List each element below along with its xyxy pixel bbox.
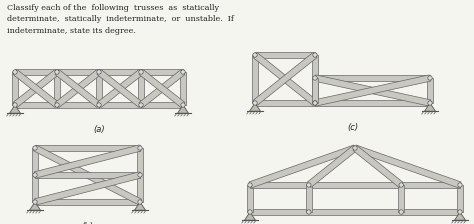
Polygon shape	[425, 103, 436, 111]
Polygon shape	[306, 185, 312, 212]
Circle shape	[428, 101, 432, 105]
Polygon shape	[55, 69, 101, 108]
Circle shape	[313, 53, 317, 57]
Circle shape	[307, 210, 311, 214]
Circle shape	[248, 183, 252, 187]
Polygon shape	[99, 102, 141, 108]
Polygon shape	[97, 69, 143, 108]
Polygon shape	[252, 55, 258, 103]
Circle shape	[33, 200, 37, 204]
Polygon shape	[180, 72, 186, 105]
Circle shape	[253, 53, 257, 57]
Circle shape	[313, 76, 317, 80]
Polygon shape	[455, 212, 465, 220]
Polygon shape	[29, 202, 40, 210]
Polygon shape	[135, 202, 146, 210]
Circle shape	[139, 70, 143, 74]
Polygon shape	[312, 78, 318, 103]
Polygon shape	[353, 146, 403, 187]
Polygon shape	[34, 145, 141, 178]
Polygon shape	[457, 185, 463, 212]
Polygon shape	[13, 69, 59, 108]
Circle shape	[33, 173, 37, 177]
Polygon shape	[247, 185, 253, 212]
Circle shape	[97, 70, 101, 74]
Circle shape	[307, 183, 311, 187]
Polygon shape	[249, 145, 356, 188]
Polygon shape	[307, 146, 357, 187]
Polygon shape	[54, 72, 60, 105]
Circle shape	[458, 210, 462, 214]
Circle shape	[55, 103, 59, 107]
Circle shape	[353, 146, 357, 150]
Polygon shape	[249, 103, 261, 111]
Circle shape	[13, 70, 17, 74]
Polygon shape	[99, 69, 141, 75]
Polygon shape	[57, 102, 99, 108]
Polygon shape	[55, 69, 101, 108]
Polygon shape	[15, 69, 57, 75]
Circle shape	[399, 183, 403, 187]
Text: (b): (b)	[82, 222, 93, 224]
Circle shape	[313, 101, 317, 105]
Circle shape	[97, 103, 101, 107]
Circle shape	[55, 70, 59, 74]
Polygon shape	[139, 69, 185, 108]
Polygon shape	[314, 75, 431, 106]
Circle shape	[13, 103, 17, 107]
Circle shape	[138, 173, 142, 177]
Polygon shape	[312, 55, 318, 103]
Circle shape	[313, 101, 317, 105]
Polygon shape	[35, 145, 140, 151]
Circle shape	[248, 210, 252, 214]
Circle shape	[399, 210, 403, 214]
Polygon shape	[34, 145, 141, 205]
Polygon shape	[12, 72, 18, 105]
Polygon shape	[315, 100, 430, 106]
Circle shape	[139, 103, 143, 107]
Polygon shape	[398, 185, 404, 212]
Polygon shape	[96, 72, 102, 105]
Polygon shape	[137, 148, 143, 202]
Polygon shape	[35, 172, 140, 178]
Polygon shape	[34, 172, 141, 205]
Polygon shape	[255, 52, 315, 58]
Circle shape	[33, 146, 37, 150]
Circle shape	[181, 70, 185, 74]
Polygon shape	[253, 52, 317, 106]
Polygon shape	[250, 209, 460, 215]
Polygon shape	[15, 102, 57, 108]
Polygon shape	[139, 69, 185, 108]
Polygon shape	[253, 52, 317, 106]
Circle shape	[138, 146, 142, 150]
Polygon shape	[255, 100, 315, 106]
Text: (a): (a)	[93, 125, 105, 134]
Circle shape	[181, 103, 185, 107]
Polygon shape	[97, 69, 143, 108]
Polygon shape	[141, 69, 183, 75]
Polygon shape	[427, 78, 433, 103]
Polygon shape	[32, 148, 38, 202]
Circle shape	[458, 183, 462, 187]
Polygon shape	[35, 199, 140, 205]
Circle shape	[253, 101, 257, 105]
Text: Classify each of the  following  trusses  as  statically
determinate,  staticall: Classify each of the following trusses a…	[7, 4, 234, 34]
Polygon shape	[250, 182, 460, 188]
Polygon shape	[177, 105, 189, 113]
Polygon shape	[141, 102, 183, 108]
Text: (c): (c)	[347, 123, 358, 132]
Polygon shape	[57, 69, 99, 75]
Polygon shape	[9, 105, 20, 113]
Polygon shape	[314, 75, 431, 106]
Polygon shape	[354, 145, 461, 188]
Polygon shape	[13, 69, 59, 108]
Polygon shape	[138, 72, 144, 105]
Polygon shape	[315, 75, 430, 81]
Polygon shape	[245, 212, 255, 220]
Circle shape	[138, 200, 142, 204]
Circle shape	[428, 76, 432, 80]
